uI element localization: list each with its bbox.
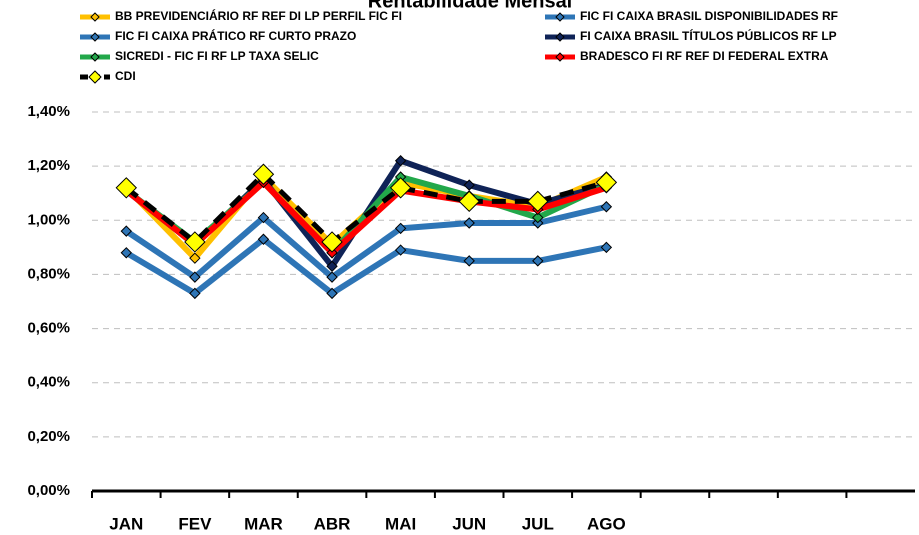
point-marker (321, 231, 343, 253)
point-marker (184, 231, 206, 253)
point-marker (394, 155, 407, 167)
legend-marker (90, 32, 100, 42)
point-marker (532, 211, 544, 224)
point-marker (394, 244, 407, 256)
legend-label: BRADESCO FI RF REF DI FEDERAL EXTRA (580, 49, 829, 63)
point-marker (389, 177, 412, 199)
point-marker (252, 163, 275, 185)
point-marker (600, 201, 613, 213)
x-tick-label: JUN (452, 514, 486, 533)
point-marker (532, 255, 544, 267)
legend-marker (555, 32, 565, 42)
point-marker (463, 217, 475, 229)
point-marker (120, 247, 132, 259)
point-marker (463, 179, 475, 191)
point-marker (463, 255, 475, 267)
y-tick-label: 0,40% (27, 374, 70, 391)
point-marker (527, 190, 549, 213)
point-marker (115, 177, 137, 199)
x-tick-label: AGO (587, 514, 626, 533)
point-marker (326, 287, 338, 300)
y-tick-label: 0,00% (27, 482, 70, 499)
legend-label: FIC FI CAIXA BRASIL DISPONIBILIDADES RF (580, 9, 838, 23)
y-tick-label: 1,00% (27, 211, 70, 228)
point-marker (189, 271, 201, 283)
point-marker (120, 225, 132, 237)
chart-title: Rentabilidade Mensal (368, 0, 573, 12)
legend-label: CDI (115, 69, 136, 83)
x-tick-label: FEV (178, 514, 212, 533)
point-marker (326, 271, 338, 283)
legend-marker (555, 12, 565, 22)
point-marker (189, 287, 201, 300)
legend-marker (88, 70, 102, 84)
series-line (124, 179, 608, 256)
y-tick-label: 0,80% (27, 265, 70, 282)
point-marker (257, 211, 270, 224)
series-line (124, 203, 608, 281)
legend-label: FIC FI CAIXA PRÁTICO RF CURTO PRAZO (115, 28, 356, 43)
x-tick-label: MAI (385, 514, 416, 533)
point-marker (595, 171, 618, 194)
series-line (124, 236, 607, 297)
y-tick-label: 1,40% (27, 103, 70, 120)
y-tick-label: 0,60% (27, 320, 70, 337)
legend-label: BB PREVIDENCIÁRIO RF REF DI LP PERFIL FI… (115, 8, 402, 23)
x-tick-label: JAN (109, 514, 143, 533)
point-marker (326, 247, 338, 259)
point-marker (326, 260, 338, 273)
x-tick-label: ABR (314, 514, 351, 533)
point-marker (600, 241, 613, 254)
legend-label: SICREDI - FIC FI RF LP TAXA SELIC (115, 49, 319, 63)
legend-marker (90, 12, 100, 22)
point-marker (394, 222, 407, 235)
x-tick-label: JUL (522, 514, 554, 533)
legend-marker (555, 52, 565, 62)
point-marker (189, 252, 201, 264)
point-marker (257, 233, 270, 245)
y-tick-label: 1,20% (27, 157, 70, 174)
legend-marker (90, 52, 100, 62)
y-tick-label: 0,20% (27, 428, 70, 445)
point-marker (458, 190, 480, 213)
x-tick-label: MAR (244, 514, 283, 533)
legend-label: FI CAIXA BRASIL TÍTULOS PÚBLICOS RF LP (580, 28, 837, 43)
series-line (124, 171, 608, 245)
